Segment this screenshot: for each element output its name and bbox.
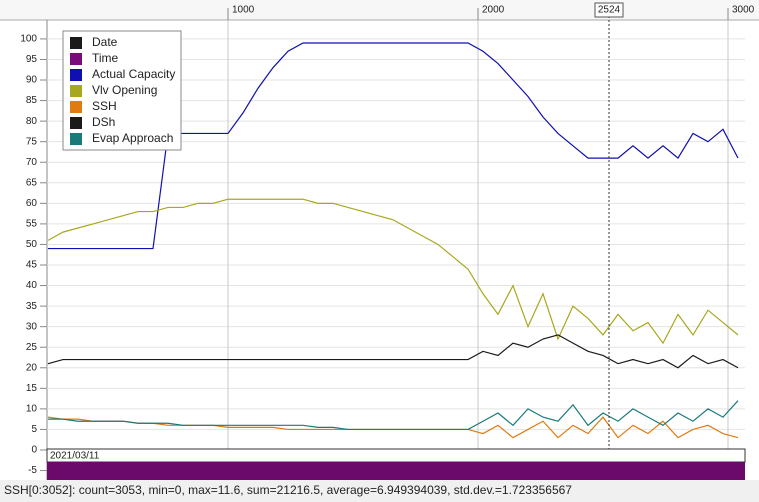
y-tick-label: 45 (26, 260, 38, 271)
time-band (47, 462, 745, 480)
legend-label: Actual Capacity (92, 67, 175, 81)
plot-area: 1009590858075706560555045403530252015105… (20, 2, 755, 480)
x-tick-label: 1000 (232, 5, 255, 16)
y-tick-label: 75 (26, 136, 38, 147)
legend-label: SSH (92, 99, 117, 113)
y-tick-label: 90 (26, 75, 38, 86)
legend-swatch (70, 133, 82, 145)
series-line (47, 334, 739, 369)
date-label: 2021/03/11 (50, 451, 100, 462)
series-line (48, 400, 739, 431)
y-tick-label: -5 (28, 465, 37, 476)
legend-swatch (70, 101, 82, 113)
y-tick-label: 25 (26, 342, 38, 353)
y-tick-label: 70 (26, 157, 38, 168)
y-tick-label: 60 (26, 198, 38, 209)
status-text: SSH[0:3052]: count=3053, min=0, max=11.6… (4, 483, 572, 497)
legend-box (62, 30, 182, 151)
legend-label: Vlv Opening (92, 83, 157, 97)
legend-swatch (70, 69, 82, 81)
legend-label: Evap Approach (92, 131, 173, 145)
legend-swatch (70, 53, 82, 65)
y-tick-label: 40 (26, 280, 38, 291)
series-line (48, 42, 739, 250)
y-tick-label: 55 (26, 219, 38, 230)
y-tick-label: 80 (26, 116, 38, 127)
y-tick-label: 10 (26, 404, 38, 415)
series-line (47, 198, 739, 345)
legend-swatch (70, 37, 82, 49)
x-tick-label: 2000 (482, 5, 505, 16)
date-row (46, 448, 746, 463)
legend-label: Time (92, 51, 119, 65)
legend-label: Date (92, 35, 118, 49)
y-tick-label: 50 (26, 239, 38, 250)
legend-swatch (70, 85, 82, 97)
y-tick-label: 85 (26, 95, 38, 106)
y-tick-label: 30 (26, 321, 38, 332)
cursor-box (594, 2, 624, 18)
y-tick-label: 95 (26, 54, 38, 65)
legend-swatch (70, 117, 82, 129)
cursor-label: 2524 (598, 5, 621, 16)
y-tick-label: 20 (26, 362, 38, 373)
status-bar (0, 480, 759, 502)
legend-label: DSh (92, 115, 115, 129)
legend: Date Time Actual Capacity Vlv Opening SSH DSh… (62, 30, 182, 151)
y-tick-label: 65 (26, 177, 38, 188)
x-tick-label: 3000 (732, 5, 755, 16)
y-tick-label: 35 (26, 301, 38, 312)
y-tick-label: 5 (31, 424, 37, 435)
top-axis-strip (0, 0, 759, 20)
y-tick-label: 15 (26, 383, 38, 394)
y-tick-label: 100 (20, 34, 37, 45)
y-tick-label: 0 (31, 445, 37, 456)
